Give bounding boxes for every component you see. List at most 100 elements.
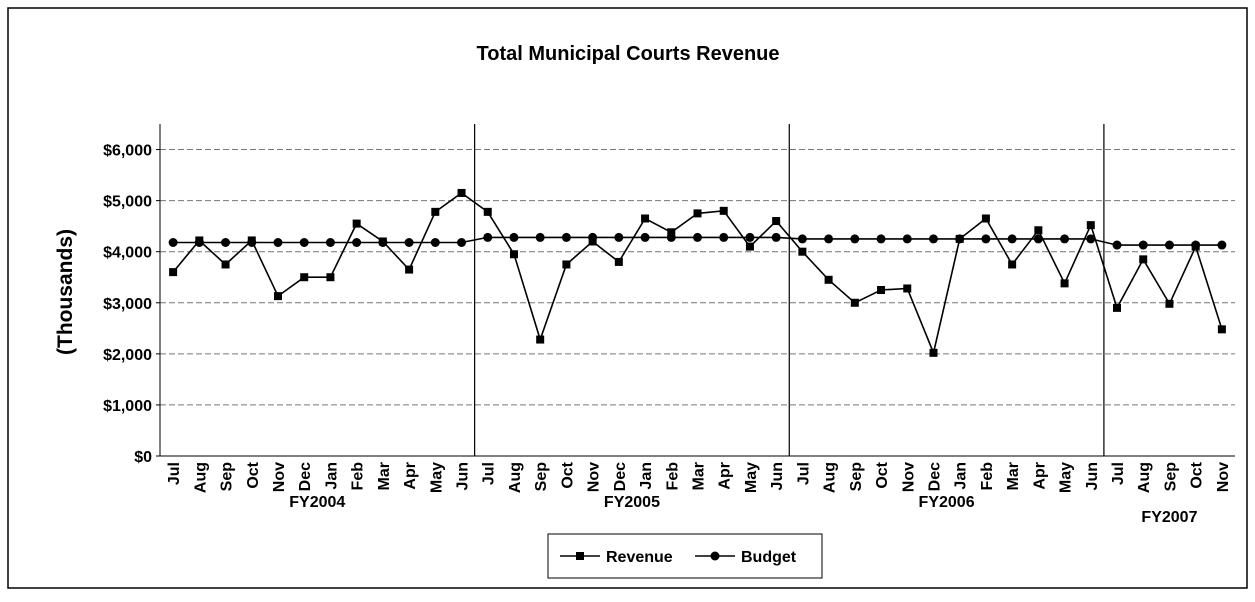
x-tick-label: Jun [769,462,786,490]
marker [745,242,754,251]
marker [1139,255,1148,264]
x-tick-label: Dec [612,462,629,491]
y-tick-label: $3,000 [103,296,152,313]
x-tick-label: May [743,462,760,493]
marker [561,232,571,242]
marker [483,207,492,216]
marker [299,237,309,247]
marker [981,214,990,223]
x-tick-label: Nov [271,462,288,492]
marker [273,237,283,247]
marker [535,232,545,242]
y-tick-label: $4,000 [103,245,152,262]
marker [1217,240,1227,250]
group-label: FY2007 [1141,509,1197,526]
x-tick-label: Nov [900,462,917,492]
x-tick-label: Feb [979,462,996,491]
marker [929,348,938,357]
marker [719,232,729,242]
marker [405,265,414,274]
marker [562,260,571,269]
marker [536,335,545,344]
group-label: FY2004 [289,494,345,511]
marker [850,298,859,307]
marker [509,232,519,242]
x-tick-label: Apr [717,462,734,490]
marker [1191,240,1201,250]
x-tick-label: Oct [559,461,576,488]
x-tick-label: Sep [219,462,236,492]
marker [1086,221,1095,230]
x-tick-label: May [428,462,445,493]
x-tick-label: Jul [166,462,183,485]
marker [457,188,466,197]
x-tick-label: Sep [848,462,865,492]
marker [641,214,650,223]
x-tick-label: Mar [376,462,393,490]
marker [772,217,781,226]
marker [1165,299,1174,308]
x-tick-label: Jun [455,462,472,490]
marker [169,268,178,277]
marker [352,219,361,228]
marker [430,237,440,247]
group-label: FY2006 [919,494,975,511]
marker [1008,260,1017,269]
marker [928,234,938,244]
x-tick-label: Apr [402,462,419,490]
marker [404,237,414,247]
marker [693,232,702,242]
x-tick-label: Jul [481,462,498,485]
marker [1033,234,1043,244]
y-tick-label: $6,000 [103,143,152,160]
x-tick-label: Oct [1189,461,1206,488]
marker [981,234,991,244]
x-tick-label: Aug [822,462,839,493]
legend-marker [576,552,584,560]
legend-marker [710,551,720,561]
x-tick-label: Apr [1031,462,1048,490]
marker [771,232,781,242]
marker [1217,325,1226,334]
marker [1164,240,1174,250]
x-tick-label: Sep [1162,462,1179,492]
marker [168,237,178,247]
marker [824,234,834,244]
chart-border [7,7,1248,589]
marker [326,273,335,282]
marker [1007,234,1017,244]
marker [877,286,886,294]
marker [1060,234,1070,244]
x-tick-label: Nov [1215,462,1232,492]
marker [719,206,728,215]
legend-label: Revenue [606,549,673,566]
x-tick-label: Mar [1005,462,1022,490]
marker [798,247,807,256]
x-tick-label: Dec [926,462,943,491]
x-tick-label: Jul [1110,462,1127,485]
x-tick-label: Aug [1136,462,1153,493]
x-tick-label: Jan [953,462,970,490]
marker [745,232,755,242]
marker [1113,303,1122,312]
x-tick-label: Nov [586,462,603,492]
marker [300,273,309,282]
marker [797,234,807,244]
marker [955,234,965,244]
x-tick-label: Jul [795,462,812,485]
x-tick-label: Oct [245,461,262,488]
marker [273,292,282,301]
x-tick-label: Feb [664,462,681,491]
marker [1112,240,1122,250]
y-tick-label: $1,000 [103,398,152,415]
x-tick-label: Oct [874,461,891,488]
marker [457,237,467,247]
marker [902,234,912,244]
chart-title: Total Municipal Courts Revenue [477,43,780,65]
y-tick-label: $2,000 [103,347,152,364]
y-tick-label: $5,000 [103,194,152,211]
marker [850,234,860,244]
marker [1086,234,1096,244]
marker [194,237,204,247]
